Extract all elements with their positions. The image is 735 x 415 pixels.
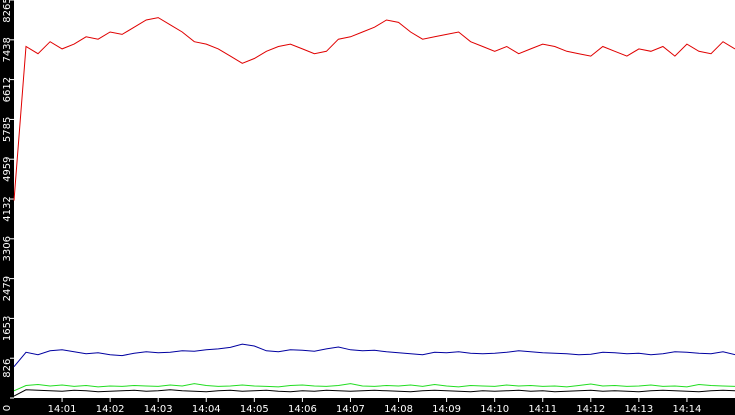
- x-tick-label: 14:10: [480, 404, 509, 415]
- y-tick-label: 0: [2, 405, 13, 411]
- y-tick-label: 3306: [2, 236, 13, 261]
- x-tick-label: 14:11: [528, 404, 557, 415]
- x-tick-label: 14:05: [240, 404, 269, 415]
- y-tick-label: 826: [2, 359, 13, 378]
- x-tick-label: 14:06: [288, 404, 317, 415]
- y-tick-label: 7438: [2, 37, 13, 62]
- y-tick-label: 2479: [2, 276, 13, 301]
- y-tick-label: 8265: [2, 0, 13, 23]
- series-line: [13, 389, 735, 397]
- x-tick-label: 14:02: [96, 404, 125, 415]
- x-tick-label: 14:14: [673, 404, 702, 415]
- series-line: [13, 343, 735, 368]
- y-tick-label: 5785: [2, 117, 13, 142]
- y-tick-label: 4132: [2, 196, 13, 221]
- x-tick-label: 14:08: [384, 404, 413, 415]
- y-tick-label: 4959: [2, 156, 13, 181]
- series-line: [13, 383, 735, 392]
- x-tick-label: 14:12: [576, 404, 605, 415]
- y-axis-strip: [0, 0, 14, 415]
- x-tick-label: 14:01: [48, 404, 77, 415]
- x-tick-label: 14:04: [192, 404, 221, 415]
- x-tick-label: 14:13: [624, 404, 653, 415]
- x-tick-label: 14:07: [336, 404, 365, 415]
- y-tick-label: 1653: [2, 316, 13, 341]
- x-tick-label: 14:09: [432, 404, 461, 415]
- x-axis-strip: [0, 398, 735, 415]
- series-line: [13, 17, 735, 201]
- x-tick-label: 14:03: [144, 404, 173, 415]
- y-tick-label: 6612: [2, 77, 13, 102]
